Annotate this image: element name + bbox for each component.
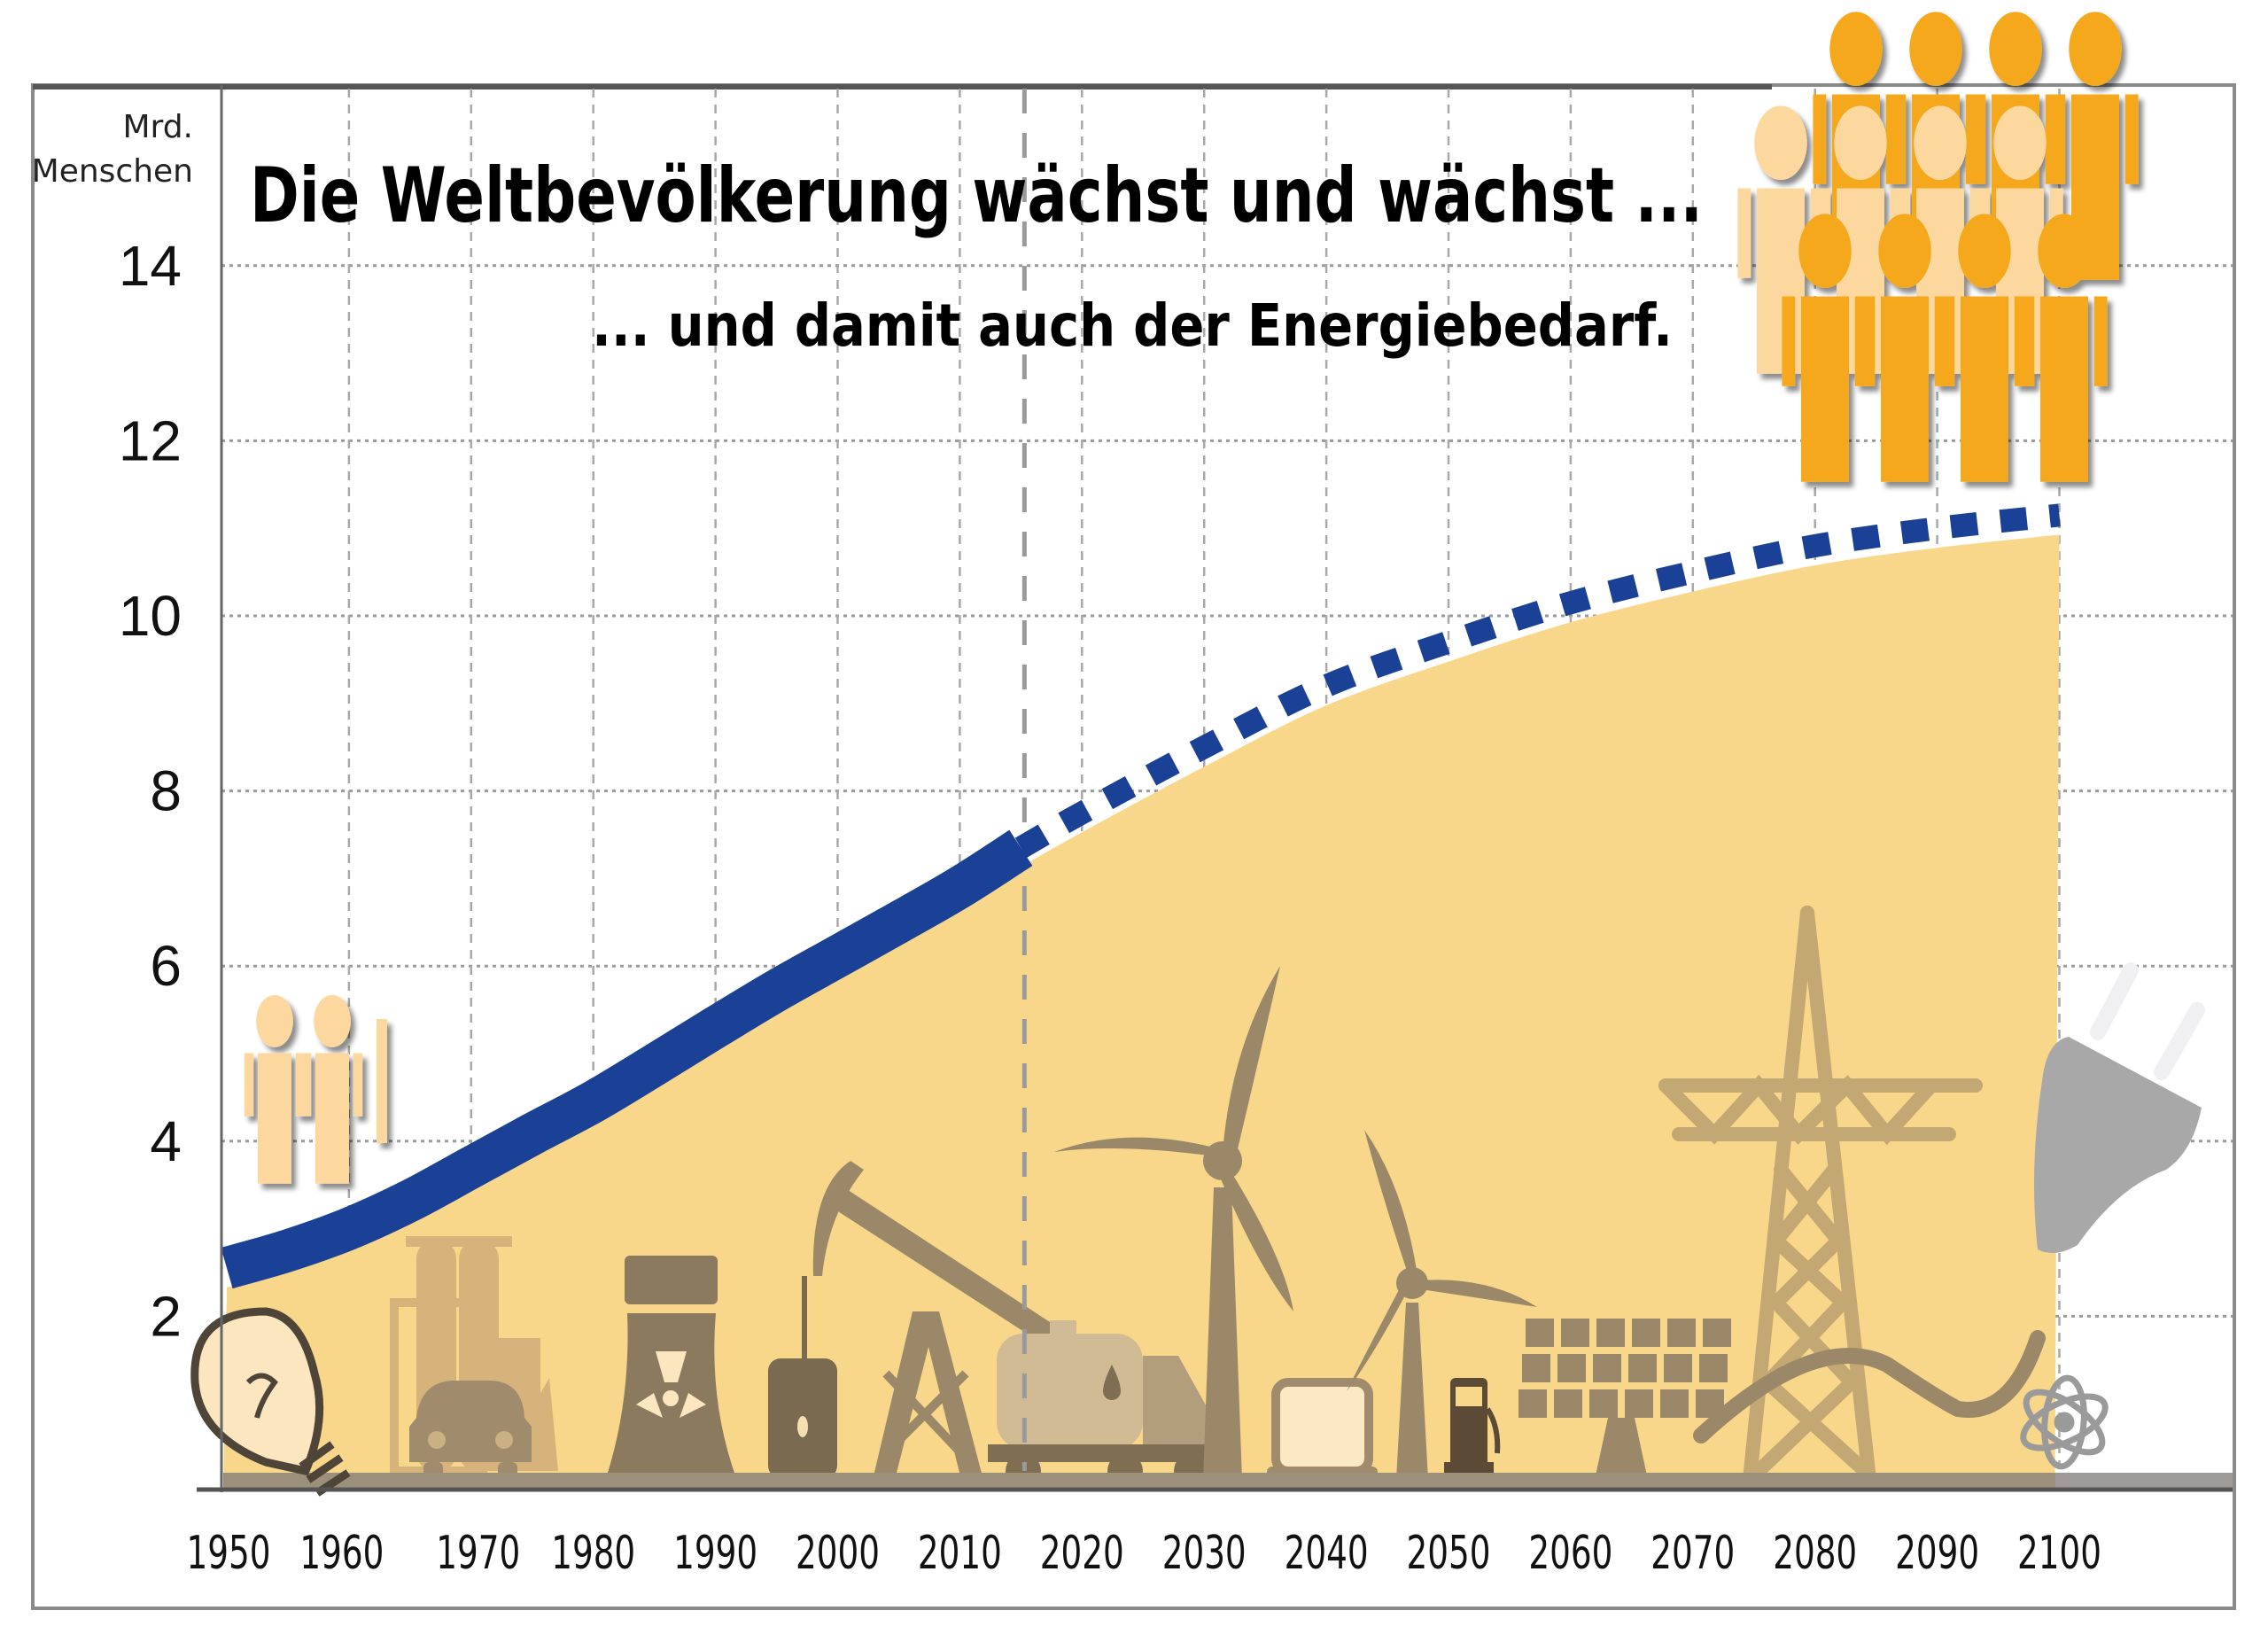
oil-barrel-icon (768, 1276, 837, 1478)
y-tick-label: 2 (150, 1284, 182, 1348)
people-group-small-icon (244, 994, 387, 1184)
chart-title: Die Weltbevölkerung wächst und wächst ..… (250, 152, 1703, 240)
solar-panel-icon (1518, 1319, 1731, 1480)
tanker-truck-icon (988, 1320, 1236, 1489)
x-tick-label: 2030 (1162, 1527, 1247, 1580)
x-tick-label: 2020 (1040, 1527, 1124, 1580)
y-tick-label: 12 (119, 408, 182, 472)
person-icon (244, 994, 306, 1184)
population-area (223, 534, 2060, 1491)
x-tick-label: 2080 (1773, 1527, 1857, 1580)
person-icon (1782, 214, 1868, 482)
people-group-large-icon (1737, 12, 2139, 482)
y-axis-labels: 2 4 6 8 10 12 14 (119, 234, 182, 1349)
computer-monitor-icon (1267, 1378, 1378, 1479)
x-tick-label: 2100 (2017, 1527, 2101, 1580)
x-tick-label: 1950 (187, 1527, 271, 1580)
wind-turbine-icon (1347, 1130, 1537, 1480)
x-axis-labels: 1950 1960 1970 1980 1990 2000 2010 2020 2030 2040… (187, 1527, 2102, 1580)
x-tick-label: 1980 (551, 1527, 635, 1580)
x-tick-label: 2010 (918, 1527, 1002, 1580)
x-tick-label: 1970 (436, 1527, 520, 1580)
x-tick-label: 2050 (1407, 1527, 1491, 1580)
y-tick-label: 14 (119, 234, 182, 298)
y-tick-label: 6 (150, 934, 182, 998)
wind-turbine-icon (1054, 966, 1293, 1480)
chart-subtitle: ... und damit auch der Energiebedarf. (592, 292, 1673, 360)
projection-line (1014, 503, 2061, 859)
x-tick-label: 1990 (673, 1527, 757, 1580)
energy-icons (390, 906, 2046, 1489)
x-tick-label: 1960 (299, 1527, 384, 1580)
power-plug-icon (2034, 962, 2205, 1253)
y-axis-unit-line1: Mrd. (122, 109, 193, 145)
x-tick-label: 2070 (1651, 1527, 1735, 1580)
history-line (221, 829, 1033, 1289)
x-tick-label: 2000 (796, 1527, 880, 1580)
y-tick-label: 10 (119, 584, 182, 648)
x-tick-label: 2090 (1895, 1527, 1979, 1580)
power-cable (1693, 1330, 2046, 1443)
person-icon (301, 994, 363, 1184)
nuclear-cooling-tower-icon (607, 1256, 735, 1475)
x-tick-label: 2060 (1528, 1527, 1612, 1580)
x-tick-label: 2040 (1285, 1527, 1369, 1580)
atom-icon (2020, 1374, 2109, 1470)
y-tick-label: 8 (150, 759, 182, 823)
oil-pump-jack-icon (812, 1161, 1068, 1480)
person-icon (1737, 105, 1824, 374)
y-axis-unit-line2: Menschen (32, 153, 193, 190)
y-tick-label: 4 (150, 1109, 182, 1173)
person-icon (2021, 214, 2108, 482)
